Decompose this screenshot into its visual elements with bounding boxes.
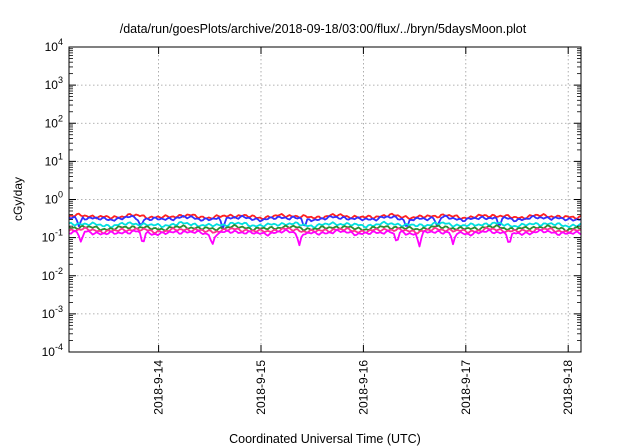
y-tick-label: 10-1 xyxy=(42,228,63,245)
series-line-3 xyxy=(68,220,582,229)
series-layer xyxy=(68,212,582,248)
y-axis-label: cGy/day xyxy=(11,177,25,221)
chart-title: /data/run/goesPlots/archive/2018-09-18/0… xyxy=(120,22,527,36)
x-axis-ticks: 2018-9-14 2018-9-15 2018-9-16 2018-9-17 2018… xyxy=(152,47,575,415)
x-tick-label: 2018-9-16 xyxy=(356,360,370,415)
y-tick-label: 10-4 xyxy=(42,342,63,359)
grid xyxy=(69,47,581,352)
x-axis-label: Coordinated Universal Time (UTC) xyxy=(229,432,421,446)
series-line-5 xyxy=(68,226,582,235)
y-tick-label: 103 xyxy=(45,75,63,92)
y-tick-label: 104 xyxy=(45,37,63,54)
y-tick-label: 100 xyxy=(45,190,63,207)
series-line-6 xyxy=(68,228,582,248)
y-axis-ticks: 10-4 10-3 10-2 10-1 100 101 102 103 104 xyxy=(42,37,581,359)
y-tick-label: 102 xyxy=(45,113,63,130)
y-tick-label: 10-3 xyxy=(42,304,63,321)
y-tick-label: 10-2 xyxy=(42,266,63,283)
x-tick-label: 2018-9-14 xyxy=(152,360,166,415)
series-line-2 xyxy=(68,214,582,231)
x-tick-label: 2018-9-17 xyxy=(459,360,473,415)
x-tick-label: 2018-9-18 xyxy=(561,360,575,415)
series-line-4 xyxy=(68,223,582,232)
x-tick-label: 2018-9-15 xyxy=(254,360,268,415)
y-tick-label: 101 xyxy=(45,151,63,168)
